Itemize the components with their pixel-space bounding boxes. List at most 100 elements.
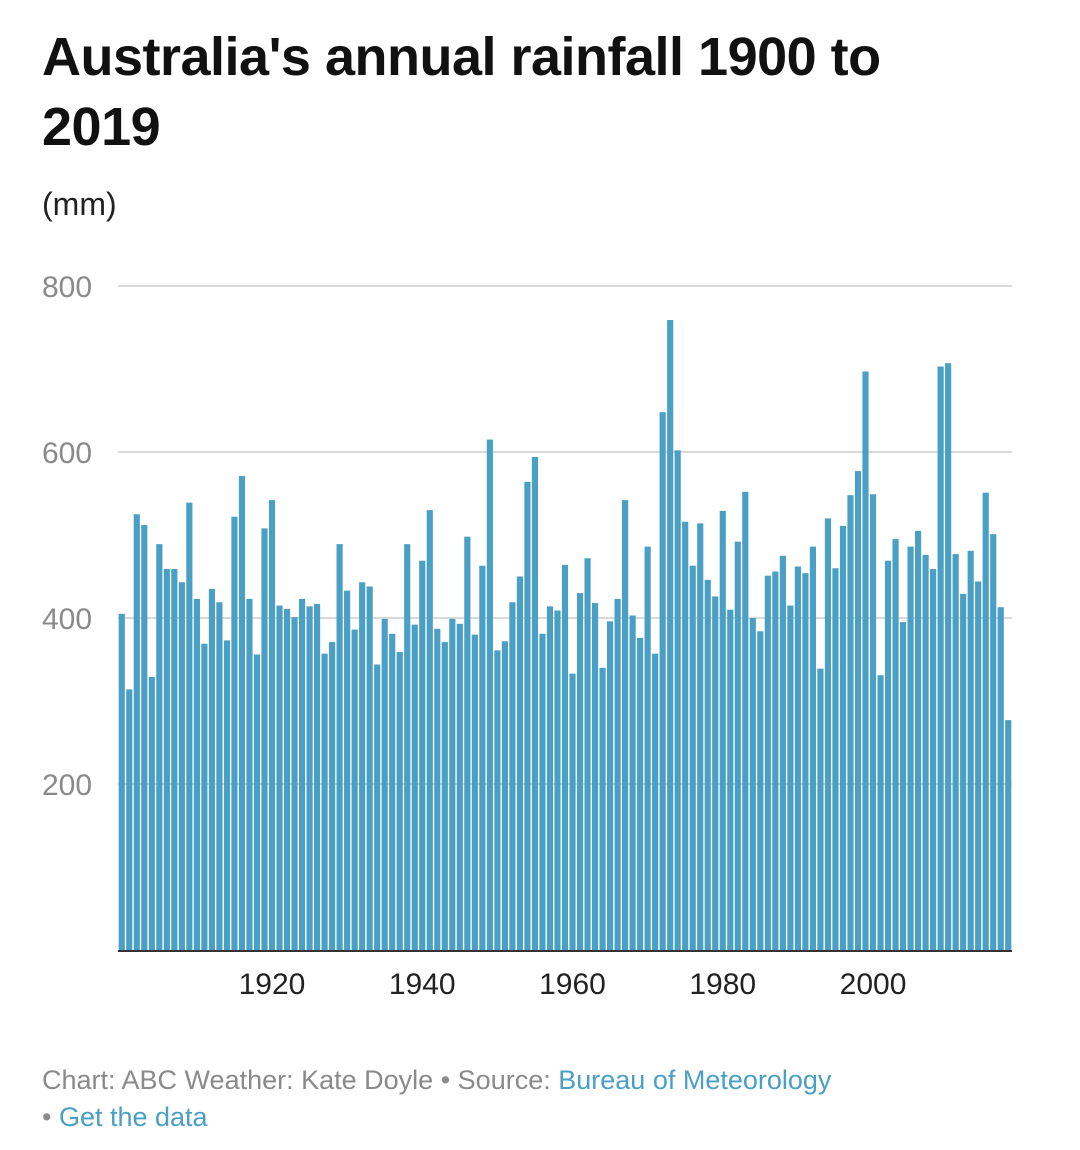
bar-1953 [516,576,523,950]
bar-1989 [787,605,794,950]
x-tick-label: 2000 [840,968,907,1001]
bar-1988 [779,555,786,950]
bar-1973 [667,320,674,950]
chart-footer: Chart: ABC Weather: Kate Doyle • Source:… [42,1062,1042,1136]
bar-1983 [742,491,749,950]
bar-1939 [411,624,418,950]
bar-1963 [591,603,599,950]
bar-1996 [839,525,847,950]
bar-1957 [546,606,554,950]
bar-1902 [133,514,140,950]
bar-1975 [682,521,689,950]
bar-1962 [584,558,591,950]
bar-1949 [486,439,493,950]
bar-2012 [960,593,967,950]
bar-1911 [201,643,208,950]
bar-1998 [854,471,862,950]
bar-2009 [937,366,944,950]
x-tick-label: 1960 [539,968,606,1001]
bar-1946 [464,536,471,950]
bar-1919 [261,528,268,950]
x-tick-label: 1920 [239,968,306,1001]
bar-1978 [704,579,711,950]
bar-1924 [298,598,306,950]
bar-1942 [434,628,441,950]
bar-2008 [930,569,937,950]
y-axis-unit-label: (mm) [42,186,117,222]
bar-1948 [479,565,486,950]
bar-2005 [907,546,914,950]
rainfall-bar-chart: 200 400 600 800 1920 1940 1960 1980 2000 [42,271,1012,1001]
bar-1925 [306,606,313,950]
bar-1997 [847,495,854,950]
bar-1913 [216,602,223,950]
bar-1993 [817,668,824,950]
bar-1974 [674,450,681,950]
bar-1958 [554,610,561,950]
bar-2002 [884,560,892,950]
bar-1903 [141,525,148,950]
bar-1915 [231,516,238,950]
bar-2014 [975,581,982,950]
x-tick-label: 1980 [689,968,756,1001]
bar-1980 [719,510,726,950]
bar-1960 [569,673,576,950]
bar-1900 [118,613,125,950]
bar-1909 [186,502,193,950]
bar-1918 [253,654,261,950]
bar-1959 [561,564,569,950]
y-axis-ticks: 200 400 600 800 [42,271,92,802]
bar-1904 [148,676,155,950]
bar-1967 [622,500,629,950]
bar-1950 [494,650,501,950]
bar-1936 [389,633,396,950]
bar-1969 [637,637,644,950]
bar-1944 [449,618,456,950]
bar-2007 [922,554,929,950]
bar-1965 [607,621,614,950]
bar-1912 [208,588,215,950]
bar-1908 [178,582,185,950]
bar-1992 [809,546,816,950]
bar-2001 [877,675,884,950]
bar-2017 [997,607,1004,950]
bar-1937 [396,652,403,950]
bar-1981 [727,609,734,950]
bar-1935 [381,618,388,950]
bar-1984 [749,618,756,950]
bar-2004 [899,622,907,950]
bar-1938 [404,544,411,950]
bar-1968 [629,615,636,950]
bar-1952 [509,602,516,950]
y-tick-label: 600 [42,437,92,470]
bar-2013 [967,550,974,950]
bar-1972 [659,412,666,950]
bar-1933 [366,586,373,950]
bar-2010 [945,363,952,950]
bar-1907 [171,569,178,950]
source-label: Source: [457,1065,551,1095]
bar-1901 [126,689,133,950]
bar-1934 [374,664,381,950]
bar-2015 [982,492,989,950]
bar-1917 [246,598,253,950]
bar-1928 [329,642,336,950]
bar-1987 [772,571,779,950]
bar-1930 [344,590,351,950]
bar-1945 [456,623,463,950]
bar-1964 [599,667,606,950]
bar-1905 [156,544,163,950]
get-the-data-link[interactable]: Get the data [58,1102,208,1132]
bar-2006 [915,530,922,950]
bar-1985 [757,631,764,950]
bar-1926 [314,603,321,950]
bar-2018 [1005,720,1012,950]
bar-1995 [832,568,839,950]
bar-1943 [441,642,448,950]
bureau-of-meteorology-link[interactable]: Bureau of Meteorology [558,1065,832,1095]
bar-1910 [193,598,200,950]
bar-2003 [892,539,899,950]
bar-1971 [652,653,659,950]
y-tick-label: 400 [42,603,92,636]
y-tick-label: 200 [42,769,92,802]
